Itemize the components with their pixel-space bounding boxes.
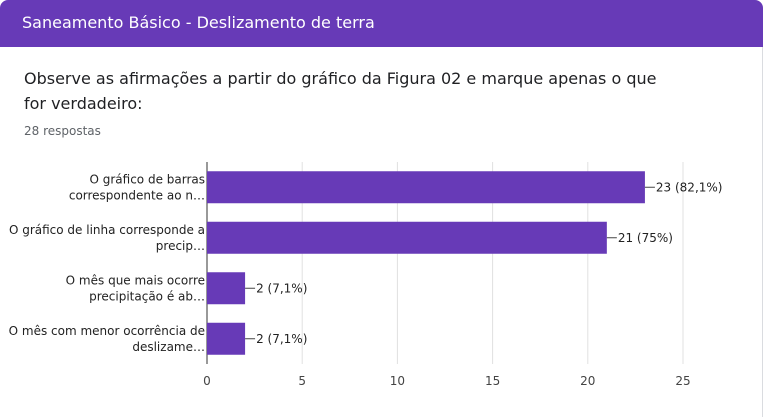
category-label: precip… [156,239,205,253]
category-label: O gráfico de linha corresponde a [9,223,205,237]
data-label: 21 (75%) [618,231,673,245]
question-text: Observe as afirmações a partir do gráfic… [24,69,657,113]
category-label: O mês que mais ocorre [66,273,205,287]
form-header: Saneamento Básico - Deslizamento de terr… [0,0,763,47]
category-label: O gráfico de barras [89,172,205,186]
data-label: 2 (7,1%) [256,281,307,295]
response-count: 28 respostas [24,124,101,138]
x-tick-label: 20 [580,374,595,388]
x-tick-label: 15 [485,374,500,388]
data-label: 23 (82,1%) [656,180,723,194]
category-label: precipitação é ab… [89,289,205,303]
bar [207,272,246,305]
category-label: O mês com menor ocorrência de [9,324,205,338]
form-title: Saneamento Básico - Deslizamento de terr… [22,13,375,32]
x-tick-label: 5 [298,374,306,388]
bar [207,322,246,355]
category-label: deslizame… [132,340,205,354]
x-tick-label: 10 [390,374,405,388]
bar [207,221,607,254]
x-tick-label: 0 [203,374,211,388]
bar [207,171,645,204]
bar-chart: 0 5 10 15 20 25 23 (82,1%) O gráfico de barras c… [9,162,723,388]
category-label: correspondente ao n… [69,188,205,202]
x-tick-label: 25 [675,374,690,388]
data-label: 2 (7,1%) [256,332,307,346]
